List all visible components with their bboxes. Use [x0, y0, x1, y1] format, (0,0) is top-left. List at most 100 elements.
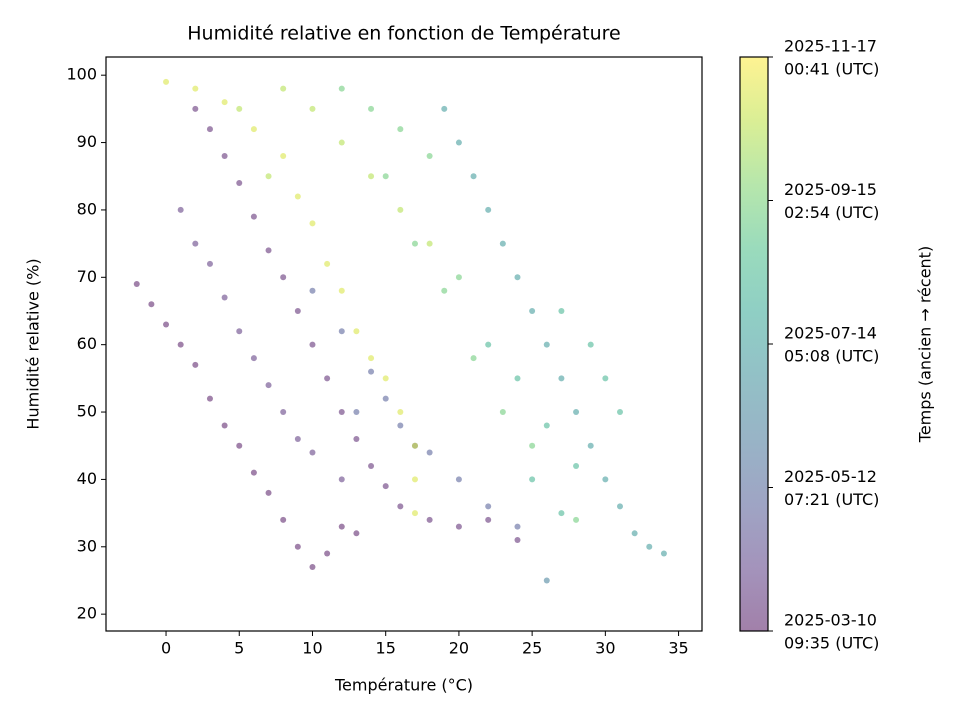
- point: [265, 247, 272, 254]
- point: [338, 139, 345, 146]
- colorbar-tick-label: 2025-03-10: [784, 611, 877, 630]
- point: [558, 307, 565, 314]
- point: [250, 213, 257, 220]
- colorbar-tick-label: 2025-09-15: [784, 180, 877, 199]
- point: [616, 409, 623, 416]
- point: [543, 341, 550, 348]
- point: [631, 530, 638, 537]
- points: [133, 78, 667, 584]
- point: [587, 341, 594, 348]
- point: [368, 355, 375, 362]
- point: [236, 442, 243, 449]
- point: [309, 563, 316, 570]
- point: [221, 99, 228, 106]
- point: [426, 516, 433, 523]
- x-tick-label: 10: [302, 639, 322, 658]
- point: [368, 462, 375, 469]
- point: [206, 395, 213, 402]
- point: [660, 550, 667, 557]
- x-tick-label: 35: [668, 639, 688, 658]
- colorbar: [740, 57, 768, 631]
- point: [514, 375, 521, 382]
- point: [646, 543, 653, 550]
- point: [543, 577, 550, 584]
- point: [236, 105, 243, 112]
- point: [485, 503, 492, 510]
- point: [280, 516, 287, 523]
- y-tick-label: 60: [77, 334, 97, 353]
- point: [441, 105, 448, 112]
- point: [309, 449, 316, 456]
- colorbar-tick-label: 05:08 (UTC): [784, 347, 879, 366]
- x-tick-label: 5: [234, 639, 244, 658]
- y-tick-label: 30: [77, 536, 97, 555]
- point: [250, 469, 257, 476]
- point: [338, 523, 345, 530]
- point: [499, 409, 506, 416]
- point: [382, 375, 389, 382]
- point: [411, 442, 418, 449]
- point: [368, 368, 375, 375]
- point: [324, 550, 331, 557]
- point: [587, 442, 594, 449]
- point: [265, 382, 272, 389]
- point: [573, 409, 580, 416]
- plot-frame: [105, 56, 703, 632]
- point: [514, 274, 521, 281]
- point: [221, 294, 228, 301]
- point: [499, 240, 506, 247]
- point: [192, 85, 199, 92]
- point: [426, 449, 433, 456]
- point: [280, 409, 287, 416]
- colorbar-tick-label: 09:35 (UTC): [784, 634, 879, 653]
- point: [236, 328, 243, 335]
- point: [470, 173, 477, 180]
- point: [529, 307, 536, 314]
- y-tick-label: 90: [77, 132, 97, 151]
- y-tick-label: 70: [77, 267, 97, 286]
- point: [558, 510, 565, 517]
- point: [382, 395, 389, 402]
- point: [163, 78, 170, 85]
- point: [573, 516, 580, 523]
- colorbar-tick-label: 2025-05-12: [784, 467, 877, 486]
- point: [602, 375, 609, 382]
- colorbar-label: Temps (ancien → récent): [916, 246, 935, 443]
- point: [280, 274, 287, 281]
- point: [338, 476, 345, 483]
- point: [309, 287, 316, 294]
- point: [397, 503, 404, 510]
- point: [470, 355, 477, 362]
- point: [368, 173, 375, 180]
- y-tick-label: 50: [77, 402, 97, 421]
- point: [309, 220, 316, 227]
- point: [353, 409, 360, 416]
- point: [353, 328, 360, 335]
- x-tick-label: 20: [449, 639, 469, 658]
- point: [455, 476, 462, 483]
- point: [163, 321, 170, 328]
- point: [368, 105, 375, 112]
- point: [338, 409, 345, 416]
- point: [485, 206, 492, 213]
- x-tick-label: 25: [522, 639, 542, 658]
- x-axis-label: Température (°C): [334, 676, 473, 695]
- point: [294, 435, 301, 442]
- point: [265, 173, 272, 180]
- point: [250, 355, 257, 362]
- point: [573, 462, 580, 469]
- point: [177, 206, 184, 213]
- point: [441, 287, 448, 294]
- point: [309, 105, 316, 112]
- y-tick-label: 100: [66, 65, 97, 84]
- point: [192, 361, 199, 368]
- y-axis-label: Humidité relative (%): [24, 258, 43, 429]
- point: [382, 173, 389, 180]
- point: [455, 139, 462, 146]
- point: [397, 422, 404, 429]
- point: [338, 85, 345, 92]
- point: [397, 409, 404, 416]
- x-tick-label: 30: [595, 639, 615, 658]
- point: [411, 240, 418, 247]
